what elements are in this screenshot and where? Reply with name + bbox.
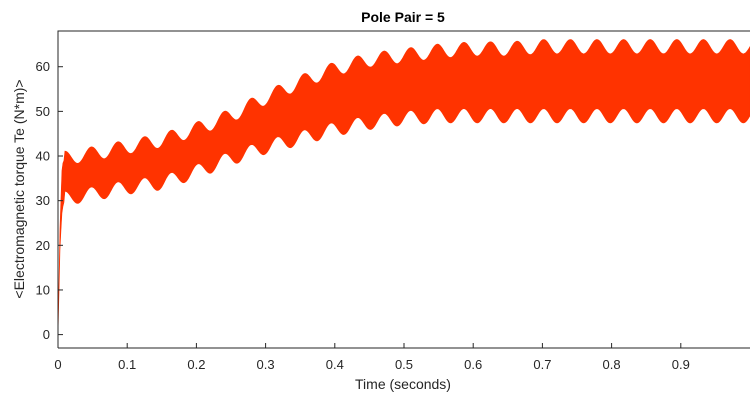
y-axis-label: <Electromagnetic torque Te (N*m)> [11, 79, 27, 298]
x-tick-label: 0.1 [118, 357, 136, 372]
y-tick-label: 0 [43, 327, 50, 342]
y-tick-label: 40 [36, 149, 50, 164]
y-axis-ticks: 0 10 20 30 40 50 60 [36, 59, 63, 342]
plot-frame [57, 30, 750, 348]
y-tick-label: 10 [36, 282, 50, 297]
chart-title: Pole Pair = 5 [361, 9, 445, 25]
x-tick-label: 0.4 [326, 357, 344, 372]
x-tick-label: 0.8 [603, 357, 621, 372]
x-tick-label: 0.9 [672, 357, 690, 372]
x-tick-label: 0.7 [533, 357, 551, 372]
y-tick-label: 20 [36, 238, 50, 253]
y-tick-label: 60 [36, 59, 50, 74]
series-layer [57, 39, 750, 335]
y-tick-label: 50 [36, 104, 50, 119]
x-tick-label: 0.3 [257, 357, 275, 372]
x-axis-ticks: 0 0.1 0.2 0.3 0.4 0.5 0.6 0.7 0.8 0.9 [54, 343, 690, 372]
torque-series-band [57, 39, 750, 335]
x-axis-label: Time (seconds) [355, 376, 451, 392]
x-tick-label: 0.2 [187, 357, 205, 372]
y-tick-label: 30 [36, 193, 50, 208]
x-tick-label: 0.5 [395, 357, 413, 372]
x-tick-label: 0.6 [464, 357, 482, 372]
x-tick-label: 0 [54, 357, 61, 372]
